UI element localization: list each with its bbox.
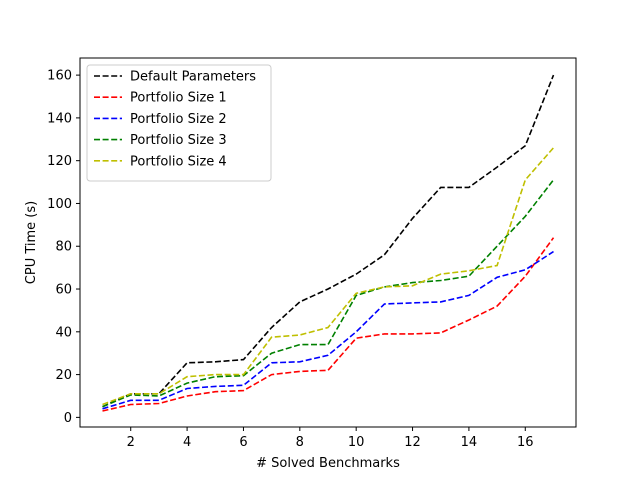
legend-box — [86, 64, 272, 182]
y-tick-label: 140 — [47, 111, 72, 126]
series-layer — [102, 74, 555, 412]
x-tick-label: 10 — [348, 435, 365, 450]
legend-label: Default Parameters — [130, 70, 256, 85]
y-axis-ticks: 0 20 40 60 80 100 120 140 160 — [47, 69, 80, 426]
legend-label: Portfolio Size 2 — [130, 112, 227, 127]
y-tick-label: 60 — [55, 283, 72, 298]
y-tick-label: 100 — [47, 197, 72, 212]
series-line-5 — [102, 147, 555, 406]
x-tick-label: 6 — [239, 435, 247, 450]
legend-label: Portfolio Size 3 — [130, 133, 227, 148]
legend: Default Parameters Portfolio Size 1 Portfo… — [86, 64, 272, 182]
y-tick-label: 40 — [55, 325, 72, 340]
plot-frame — [79, 57, 577, 428]
series-line-3 — [102, 250, 554, 410]
x-tick-label: 12 — [404, 435, 421, 450]
x-tick-label: 16 — [517, 435, 534, 450]
legend-label: Portfolio Size 1 — [130, 91, 227, 106]
y-tick-label: 20 — [55, 368, 72, 383]
x-tick-label: 2 — [127, 435, 135, 450]
x-axis-label: # Solved Benchmarks — [256, 456, 400, 471]
series-line-1 — [102, 74, 555, 408]
legend-label: Portfolio Size 4 — [130, 154, 227, 169]
series-line-2 — [102, 237, 555, 412]
x-tick-label: 4 — [183, 435, 191, 450]
y-tick-label: 120 — [47, 154, 72, 169]
x-tick-label: 14 — [461, 435, 478, 450]
y-axis-label: CPU Time (s) — [24, 201, 39, 284]
y-tick-label: 160 — [47, 69, 72, 84]
y-tick-label: 0 — [64, 411, 72, 426]
x-axis-ticks: 2 4 6 8 10 12 14 16 — [127, 427, 534, 450]
x-tick-label: 8 — [296, 435, 304, 450]
y-tick-label: 80 — [55, 240, 72, 255]
series-line-4 — [102, 179, 555, 408]
